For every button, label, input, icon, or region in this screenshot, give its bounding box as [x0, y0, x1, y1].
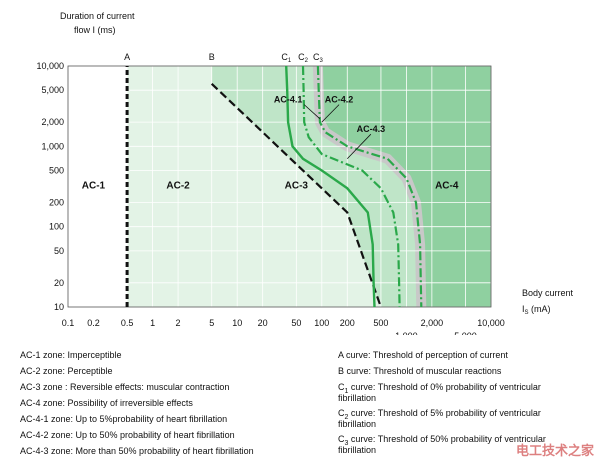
y-tick-label: 50 — [54, 246, 64, 256]
legend-ac4: AC-4 zone: Possibility of irreversible e… — [20, 398, 193, 408]
curve-b-line — [210, 83, 382, 308]
chart-svg: AC-1 AC-2 AC-3 AC-4 AC-4.1 AC-4.2 AC-4.3 0.1 0.2… — [36, 11, 574, 335]
top-letter-4: C3 — [313, 52, 324, 64]
curve-c3-line — [316, 65, 423, 308]
curve-label-1: AC-4.2 — [325, 95, 354, 105]
legend-ac42: AC-4-2 zone: Up to 50% probability of he… — [20, 430, 235, 440]
y-tick-label: 2,000 — [41, 117, 64, 127]
legend-ac3: AC-3 zone : Reversible effects: muscular… — [20, 382, 230, 392]
top-letter-1: B — [209, 52, 215, 62]
legend-b-curve: B curve: Threshold of muscular reactions — [338, 366, 502, 376]
x-axis-label-line2: IS (mA) — [522, 304, 551, 316]
top-letter-3: C2 — [298, 52, 309, 64]
x-tick-label: 10 — [232, 318, 242, 328]
legend-ac43: AC-4-3 zone: More than 50% probability o… — [20, 446, 254, 456]
y-tick-label: 20 — [54, 278, 64, 288]
x-tick-label: 2 — [176, 318, 181, 328]
zone-ac4-area — [317, 66, 491, 307]
zone-label-0: AC-1 — [82, 180, 106, 191]
x-tick-label: 200 — [340, 318, 355, 328]
y-axis-label-line2: flow I (ms) — [74, 25, 116, 35]
plot-frame — [67, 65, 492, 308]
x-tick-label: 50 — [291, 318, 301, 328]
legend-ac41: AC-4-1 zone: Up to 5%probability of hear… — [20, 414, 228, 424]
x-tick-label: 100 — [314, 318, 329, 328]
zone-label-1: AC-2 — [166, 180, 190, 191]
x-tick-label: 2,000 — [421, 318, 444, 328]
watermark-logo: 电工技术之家 — [515, 443, 594, 458]
y-tick-label: 500 — [49, 166, 64, 176]
x-tick-label: 5 — [209, 318, 214, 328]
x-tick-label: 1 — [150, 318, 155, 328]
curve-c2-line — [301, 65, 401, 308]
x-tick-label: 5,000 — [454, 331, 477, 335]
x-tick-label: 0.1 — [62, 318, 75, 328]
x-tick-label: 500 — [373, 318, 388, 328]
curve-label-0: AC-4.1 — [274, 95, 303, 105]
x-tick-label: 10,000 — [477, 318, 505, 328]
zone-label-2: AC-3 — [285, 180, 309, 191]
x-tick-label: 0.5 — [121, 318, 134, 328]
curve-label-pointer-0 — [303, 104, 321, 120]
y-tick-label: 5,000 — [41, 85, 64, 95]
y-tick-label: 10 — [54, 302, 64, 312]
legend-c3-curve: C3 curve: Threshold of 50% probability o… — [338, 434, 546, 455]
x-tick-label: 20 — [258, 318, 268, 328]
curve-c1-line — [285, 65, 376, 308]
top-letter-0: A — [124, 52, 130, 62]
y-tick-label: 10,000 — [36, 61, 64, 71]
y-tick-label: 100 — [49, 222, 64, 232]
y-axis-label-line1: Duration of current — [60, 11, 135, 21]
legend-c1-curve: C1 curve: Threshold of 0% probability of… — [338, 382, 541, 403]
zone-label-3: AC-4 — [435, 180, 459, 191]
legend-a-curve: A curve: Threshold of perception of curr… — [338, 350, 508, 360]
curve-label-pointer-1 — [321, 104, 340, 123]
legend-ac1: AC-1 zone: Imperceptible — [20, 350, 122, 360]
y-tick-label: 200 — [49, 197, 64, 207]
y-tick-label: 1,000 — [41, 141, 64, 151]
legend-ac2: AC-2 zone: Perceptible — [20, 366, 113, 376]
curve-label-2: AC-4.3 — [357, 124, 386, 134]
x-axis-label-line1: Body current — [522, 288, 574, 298]
legend-c2-curve: C2 curve: Threshold of 5% probability of… — [338, 408, 541, 429]
x-tick-label: 1,000 — [395, 331, 418, 335]
curve-label-pointer-2 — [346, 133, 372, 160]
x-tick-label: 0.2 — [87, 318, 100, 328]
top-letter-2: C1 — [281, 52, 292, 64]
